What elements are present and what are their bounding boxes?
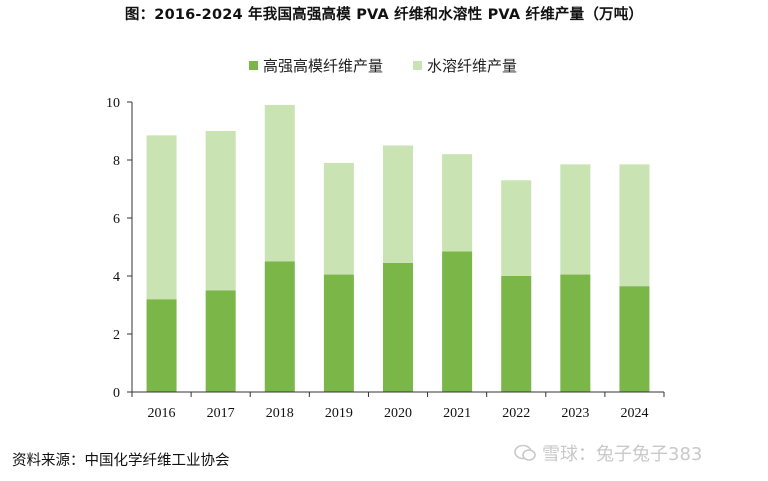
x-tick-label: 2020 xyxy=(384,406,412,421)
watermark: 雪球：兔子兔子383 xyxy=(514,440,702,466)
x-tick-label: 2022 xyxy=(502,406,530,421)
bar-segment-high-strength-2023 xyxy=(560,274,591,392)
legend-label-high-strength: 高强高模纤维产量 xyxy=(263,57,383,75)
y-axis: 0 2 4 6 8 10 xyxy=(106,96,133,401)
bar-segment-water-soluble-2022 xyxy=(501,180,532,276)
chart-title: 图：2016-2024 年我国高强高模 PVA 纤维和水溶性 PVA 纤维产量（… xyxy=(124,7,644,23)
bar-segment-high-strength-2021 xyxy=(442,251,473,392)
bar-segment-high-strength-2016 xyxy=(146,299,177,392)
legend-swatch-water-soluble xyxy=(413,61,422,70)
bar-segment-water-soluble-2016 xyxy=(146,135,177,300)
x-tick-label: 2018 xyxy=(266,406,294,421)
watermark-text: 雪球：兔子兔子383 xyxy=(542,444,703,465)
bar-segment-water-soluble-2024 xyxy=(619,164,650,287)
legend-swatch-high-strength xyxy=(249,61,258,70)
legend-label-water-soluble: 水溶纤维产量 xyxy=(427,57,517,75)
bar-segment-water-soluble-2019 xyxy=(323,162,354,275)
bar-segment-water-soluble-2021 xyxy=(442,154,473,252)
bar-segment-high-strength-2024 xyxy=(619,286,650,392)
bars xyxy=(146,104,650,392)
x-axis: 2016 2017 2018 2019 2020 2021 2022 2023 2024 xyxy=(131,391,665,421)
y-tick-label: 0 xyxy=(113,386,120,401)
source-note: 资料来源：中国化学纤维工业协会 xyxy=(12,453,230,469)
y-tick-label: 10 xyxy=(106,96,120,111)
y-tick-label: 2 xyxy=(113,328,120,343)
y-tick-label: 8 xyxy=(113,154,120,169)
bar-segment-high-strength-2019 xyxy=(323,274,354,392)
chat-bubble-icon xyxy=(514,444,536,461)
x-tick-label: 2017 xyxy=(207,406,235,421)
y-tick-label: 4 xyxy=(113,270,120,285)
legend: 高强高模纤维产量 水溶纤维产量 xyxy=(249,57,517,75)
x-tick-label: 2016 xyxy=(148,406,176,421)
x-tick-label: 2024 xyxy=(620,406,648,421)
bar-segment-high-strength-2018 xyxy=(264,261,295,392)
x-tick-label: 2019 xyxy=(325,406,353,421)
y-tick-label: 6 xyxy=(113,212,120,227)
bar-segment-high-strength-2022 xyxy=(501,276,532,392)
bar-segment-high-strength-2017 xyxy=(205,290,236,392)
x-tick-label: 2023 xyxy=(561,406,589,421)
bar-segment-water-soluble-2017 xyxy=(205,131,236,291)
bar-segment-water-soluble-2023 xyxy=(560,164,591,275)
x-tick-label: 2021 xyxy=(443,406,471,421)
bar-segment-high-strength-2020 xyxy=(383,262,413,392)
bar-segment-water-soluble-2018 xyxy=(264,104,295,262)
bar-segment-water-soluble-2020 xyxy=(383,145,413,263)
